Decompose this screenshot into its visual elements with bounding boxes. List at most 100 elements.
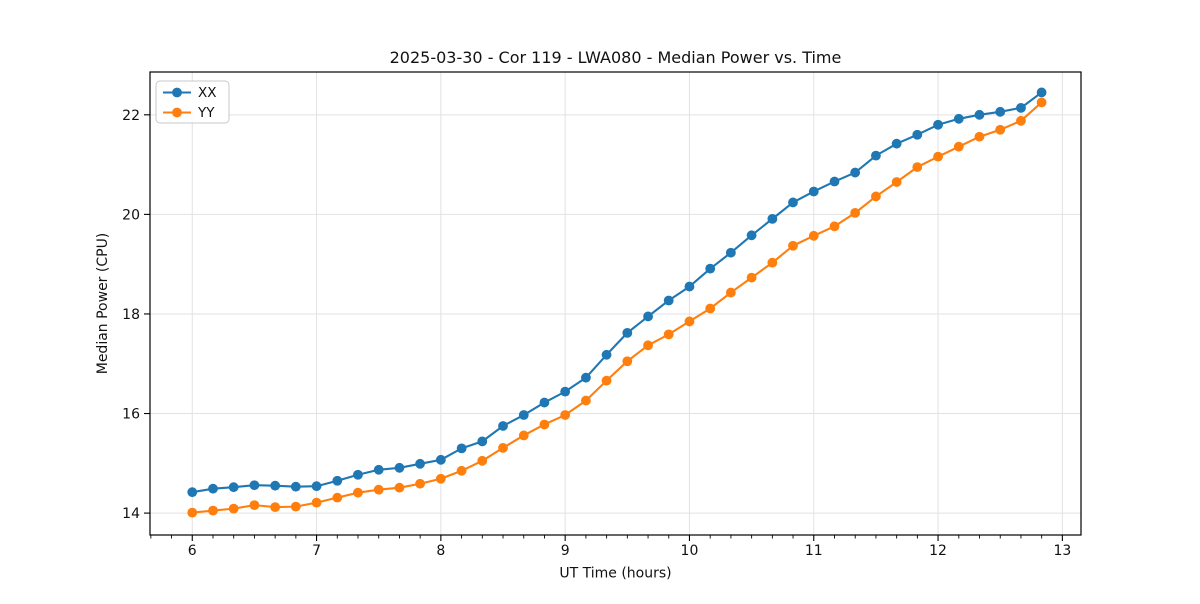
series-xx-marker <box>394 462 405 473</box>
series-xx-marker <box>953 113 964 124</box>
series-xx-marker <box>725 247 736 258</box>
series-yy-marker <box>725 287 736 298</box>
series-xx-marker <box>767 213 778 224</box>
series-yy-marker <box>912 162 923 172</box>
series-yy-marker <box>1016 115 1026 126</box>
series-xx-marker <box>850 167 861 178</box>
legend-marker-sample <box>172 87 182 98</box>
legend-box <box>155 80 230 124</box>
series-yy-marker <box>208 505 218 516</box>
series-yy-marker <box>933 151 943 162</box>
series-xx-marker <box>912 129 923 140</box>
series-yy-marker <box>643 340 653 351</box>
series-xx-marker <box>788 197 798 208</box>
series-xx-marker <box>518 410 529 420</box>
x-tick-label: 13 <box>1053 543 1071 559</box>
series-xx-marker <box>560 386 571 397</box>
x-tick-label: 11 <box>805 543 823 559</box>
series-yy-marker <box>767 257 778 268</box>
series-yy-marker <box>187 507 198 518</box>
y-axis-label: Median Power (CPU) <box>95 233 111 375</box>
plot-border <box>149 71 1082 536</box>
series-xx-marker <box>498 421 508 431</box>
x-axis-label: UT Time (hours) <box>559 566 671 582</box>
series-xx-marker <box>829 176 840 187</box>
series-yy-marker <box>663 329 674 340</box>
x-tick-label: 7 <box>312 543 321 559</box>
series-xx-marker <box>933 119 943 130</box>
series-yy-marker <box>456 465 467 476</box>
series-xx-marker <box>311 481 322 492</box>
series-xx-marker <box>663 295 674 306</box>
series-xx-marker <box>435 454 446 465</box>
series-yy-marker <box>373 484 384 495</box>
y-tick-label: 16 <box>122 407 140 423</box>
axis-ticks: 6 7 8 9 10 11 12 13 14 16 18 20 22 <box>122 108 1071 559</box>
series-xx-marker <box>249 480 260 491</box>
series-xx-marker <box>995 106 1006 117</box>
x-tick-label: 8 <box>436 543 445 559</box>
series-xx-marker <box>1016 102 1026 113</box>
series-yy-marker <box>560 410 571 420</box>
series-yy-marker <box>871 191 881 202</box>
y-tick-label: 22 <box>122 108 140 124</box>
legend-marker-sample <box>172 107 182 118</box>
series-xx-marker <box>746 230 757 241</box>
data-series <box>187 87 1047 518</box>
series-yy-marker <box>684 316 695 327</box>
series-xx-marker <box>808 186 819 197</box>
series-yy-marker <box>477 455 488 466</box>
series-xx-marker <box>187 487 198 498</box>
series-xx-marker <box>228 482 239 493</box>
series-xx-marker <box>456 443 467 454</box>
series-xx-marker <box>477 436 488 447</box>
series-xx-marker <box>1036 87 1047 98</box>
series-yy-marker <box>746 272 757 283</box>
series-yy-marker <box>518 430 529 441</box>
series-yy-marker <box>850 207 861 218</box>
series-yy-marker <box>539 419 550 430</box>
series-xx-marker <box>208 483 218 494</box>
legend-label-yy: YY <box>197 105 215 121</box>
series-xx-marker <box>622 327 633 338</box>
series-yy-marker <box>415 478 425 489</box>
y-tick-label: 18 <box>122 307 140 323</box>
series-xx-marker <box>270 480 281 491</box>
x-tick-label: 9 <box>561 543 570 559</box>
gridlines <box>150 72 1081 535</box>
x-tick-label: 10 <box>681 543 699 559</box>
series-xx-marker <box>332 475 343 486</box>
series-xx-marker <box>415 458 425 469</box>
series-yy-marker <box>290 501 301 512</box>
series-yy-marker <box>394 482 405 493</box>
series-xx-line <box>192 91 1043 494</box>
series-yy-marker <box>1036 97 1047 108</box>
series-yy-marker <box>601 375 612 386</box>
series-yy-marker <box>353 487 363 498</box>
series-xx-marker <box>684 281 695 292</box>
series-xx-marker <box>581 372 591 383</box>
series-xx-marker <box>705 263 716 274</box>
y-tick-label: 20 <box>122 207 140 223</box>
series-xx-marker <box>643 311 653 322</box>
series-yy-marker <box>788 240 798 251</box>
series-yy-marker <box>974 131 985 142</box>
series-yy-marker <box>332 492 343 503</box>
series-yy-marker <box>498 442 508 453</box>
legend: XX YY <box>155 80 230 124</box>
series-xx-marker <box>891 138 902 149</box>
series-yy-marker <box>435 473 446 484</box>
series-xx-marker <box>601 349 612 360</box>
series-yy-marker <box>270 502 281 513</box>
series-yy-marker <box>249 500 260 511</box>
series-yy-marker <box>228 503 239 514</box>
series-xx-marker <box>353 469 363 480</box>
legend-label-xx: XX <box>198 85 217 101</box>
series-xx-marker <box>373 464 384 475</box>
series-yy-marker <box>808 230 819 241</box>
series-yy-marker <box>891 177 902 187</box>
series-yy-marker <box>311 497 322 508</box>
series-yy-marker <box>829 221 840 232</box>
